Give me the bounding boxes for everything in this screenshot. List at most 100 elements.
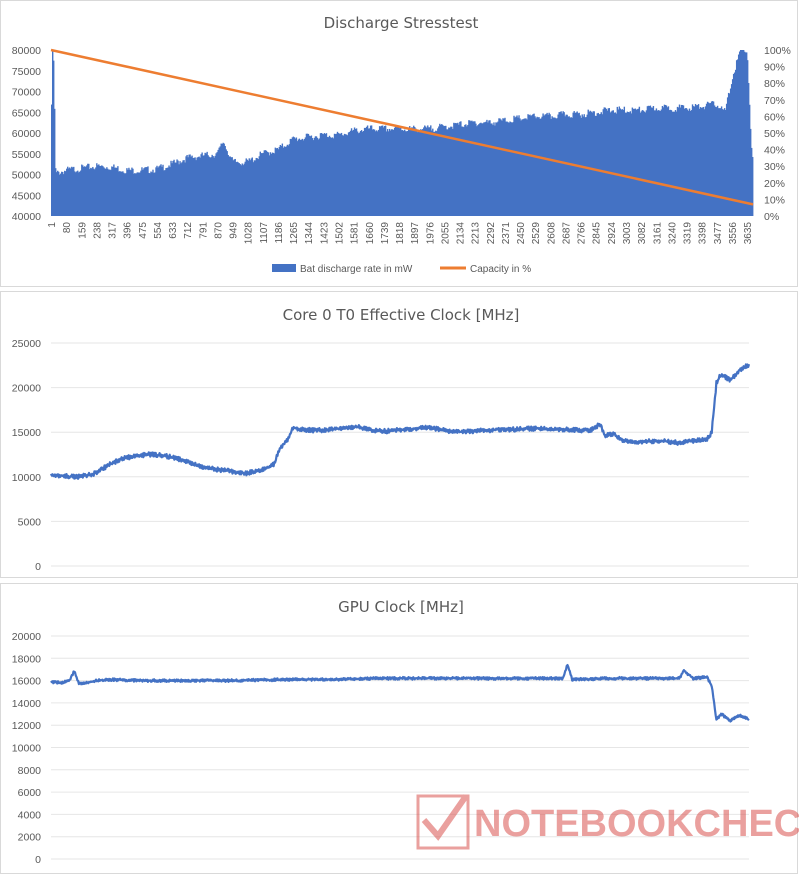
y-tick-label: 10000 xyxy=(12,743,41,755)
bar xyxy=(392,129,395,216)
y-tick-label-right: 60% xyxy=(764,111,785,123)
y-tick-label-left: 65000 xyxy=(12,107,41,119)
bar xyxy=(607,108,609,216)
x-tick-label: 80 xyxy=(62,222,73,234)
bar xyxy=(619,108,622,216)
x-tick-label: 3003 xyxy=(622,222,633,245)
bar xyxy=(174,162,176,216)
bar xyxy=(506,121,508,216)
bar xyxy=(343,133,346,216)
bar xyxy=(186,154,188,216)
bar xyxy=(121,171,123,216)
x-tick-label: 1028 xyxy=(244,222,255,245)
bar xyxy=(529,114,531,216)
bar xyxy=(472,121,474,216)
bar xyxy=(658,110,661,216)
bar xyxy=(89,169,91,216)
bar xyxy=(501,120,503,216)
bar xyxy=(179,161,181,216)
bar xyxy=(53,60,55,217)
bar xyxy=(456,123,458,216)
bar xyxy=(70,168,72,216)
x-tick-label: 1739 xyxy=(380,222,391,245)
bar xyxy=(226,151,228,216)
bar xyxy=(402,130,404,216)
x-tick-label: 1581 xyxy=(350,222,361,245)
bar xyxy=(216,152,218,216)
bar xyxy=(679,107,682,216)
bar xyxy=(280,145,283,216)
bar xyxy=(56,172,58,216)
bar xyxy=(215,153,217,216)
bar xyxy=(137,172,139,216)
bar xyxy=(484,122,486,216)
bar xyxy=(534,116,536,216)
bar xyxy=(439,123,441,216)
bar xyxy=(398,128,401,216)
bar xyxy=(58,171,60,216)
bar xyxy=(385,131,388,216)
bar xyxy=(419,132,421,216)
bar xyxy=(154,172,156,216)
bar xyxy=(519,118,521,216)
bar xyxy=(65,171,67,216)
bar xyxy=(145,167,147,216)
bar xyxy=(583,114,585,216)
bar xyxy=(330,137,333,216)
bar xyxy=(657,110,660,216)
bar xyxy=(475,123,477,216)
bar xyxy=(257,159,259,216)
x-tick-label: 1976 xyxy=(425,222,436,245)
bar xyxy=(525,118,527,216)
bar xyxy=(229,156,231,216)
bar xyxy=(491,123,493,216)
x-axis: 1 80 159 238 317 396 475 554 633 712 791 870 949 1028… xyxy=(47,222,754,245)
bar xyxy=(707,102,710,216)
bar xyxy=(734,69,737,216)
x-tick-label: 2371 xyxy=(501,222,512,245)
bar xyxy=(284,146,287,216)
bar xyxy=(290,139,293,216)
bar xyxy=(311,138,314,216)
bar xyxy=(185,156,187,216)
bar xyxy=(350,128,353,216)
bar xyxy=(723,108,726,216)
bar xyxy=(356,131,359,216)
bar xyxy=(733,72,736,217)
bar xyxy=(233,159,235,216)
bar xyxy=(245,158,247,216)
x-tick-label: 475 xyxy=(138,222,149,239)
bar xyxy=(83,166,85,216)
bar xyxy=(347,132,350,216)
bar xyxy=(448,127,450,216)
bar xyxy=(641,110,644,216)
bar xyxy=(577,113,579,216)
bar xyxy=(354,128,357,216)
bar xyxy=(170,160,172,216)
bar xyxy=(406,131,408,216)
x-tick-label: 396 xyxy=(123,222,134,239)
bar xyxy=(91,168,93,216)
bar xyxy=(320,133,323,216)
bar xyxy=(609,112,611,216)
bar xyxy=(751,156,754,216)
bar xyxy=(596,113,598,216)
bar xyxy=(379,126,382,216)
bar xyxy=(374,131,377,216)
bar xyxy=(94,169,96,216)
bar xyxy=(487,122,489,216)
bar xyxy=(323,133,326,216)
bar xyxy=(547,114,549,216)
bar xyxy=(181,162,183,216)
bar xyxy=(712,101,715,216)
bar xyxy=(177,160,179,216)
bar xyxy=(720,106,723,216)
x-tick-label: 2292 xyxy=(486,222,497,245)
bar xyxy=(512,122,514,216)
bar xyxy=(214,155,216,216)
bar xyxy=(601,114,603,216)
bar xyxy=(508,122,510,216)
bar xyxy=(386,129,389,216)
bar xyxy=(206,151,208,216)
bar xyxy=(294,138,297,216)
